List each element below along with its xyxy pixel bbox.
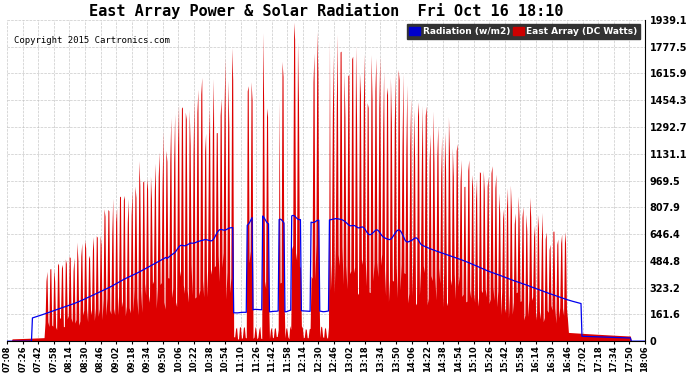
Title: East Array Power & Solar Radiation  Fri Oct 16 18:10: East Array Power & Solar Radiation Fri O… — [89, 3, 563, 19]
Legend: Radiation (w/m2), East Array (DC Watts): Radiation (w/m2), East Array (DC Watts) — [406, 24, 640, 39]
Text: Copyright 2015 Cartronics.com: Copyright 2015 Cartronics.com — [14, 36, 170, 45]
